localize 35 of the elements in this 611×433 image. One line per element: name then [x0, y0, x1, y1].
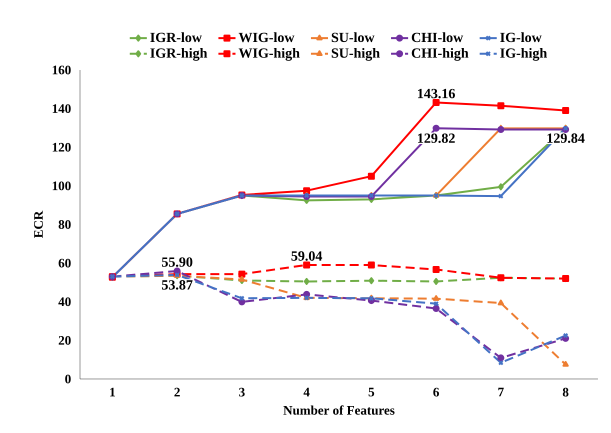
- y-tick-label: 0: [65, 374, 71, 384]
- legend-label: SU-low: [332, 32, 375, 42]
- legend-label: WIG-low: [238, 32, 294, 42]
- legend-label: IG-high: [500, 48, 548, 61]
- x-tick-label: 4: [304, 388, 310, 396]
- data-label: 129.84: [547, 133, 585, 143]
- data-label: 59.04: [291, 251, 322, 261]
- legend-label: IG-low: [500, 32, 542, 42]
- data-label: 53.87: [162, 280, 193, 290]
- y-tick-label: 120: [52, 142, 71, 152]
- y-tick-label: 20: [58, 336, 71, 345]
- x-tick-label: 6: [433, 388, 439, 397]
- data-label: 143.16: [418, 88, 455, 98]
- x-axis-title: Number of Features: [283, 405, 395, 415]
- y-tick-label: 160: [52, 66, 71, 74]
- x-tick-label: 3: [239, 388, 245, 397]
- y-tick-label: 140: [52, 104, 71, 113]
- y-axis-title: ECR: [34, 210, 43, 238]
- legend-label: SU-high: [332, 48, 380, 61]
- y-tick-label: 100: [52, 181, 71, 190]
- legend-label: IGR-high: [150, 48, 208, 61]
- x-tick-label: 7: [498, 388, 504, 396]
- y-tick-label: 80: [58, 220, 71, 229]
- data-label: 55.90: [162, 257, 192, 267]
- legend-label: WIG-high: [238, 48, 300, 61]
- legend-label: CHI-low: [412, 32, 464, 42]
- y-tick-label: 60: [58, 258, 71, 268]
- x-tick-label: 2: [174, 388, 180, 396]
- y-tick-label: 40: [58, 297, 71, 306]
- legend-label: CHI-high: [412, 48, 468, 61]
- x-tick-label: 8: [562, 388, 568, 397]
- legend-label: IGR-low: [150, 32, 202, 42]
- x-tick-label: 5: [368, 388, 374, 396]
- data-label: 129.82: [418, 133, 455, 143]
- x-tick-label: 1: [110, 388, 115, 396]
